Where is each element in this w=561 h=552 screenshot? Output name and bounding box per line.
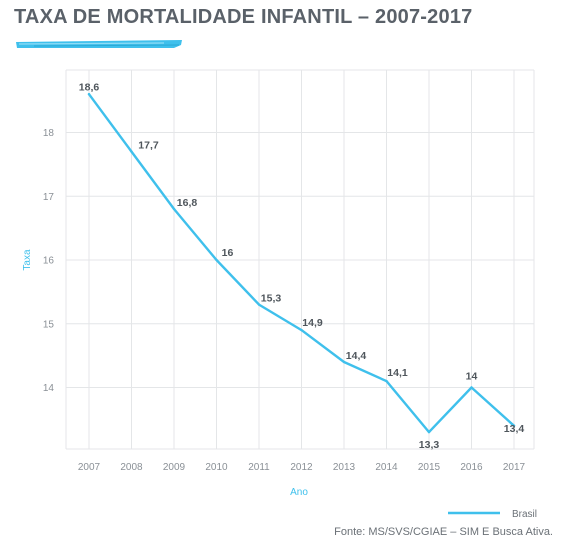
- data-label: 14,1: [387, 367, 408, 379]
- data-label: 17,7: [138, 140, 159, 152]
- y-tick-label: 15: [43, 319, 55, 330]
- chart-title: TAXA DE MORTALIDADE INFANTIL – 2007-2017: [14, 6, 473, 28]
- data-label: 13,3: [419, 439, 440, 451]
- y-tick-label: 17: [43, 192, 55, 203]
- y-axis-title: Taxa: [22, 249, 33, 271]
- accent-brush-stroke: [16, 40, 182, 48]
- data-label: 13,4: [504, 423, 525, 435]
- data-point: [87, 93, 91, 96]
- data-label: 16,8: [177, 197, 198, 209]
- x-tick-label: 2014: [375, 462, 398, 473]
- data-point: [257, 303, 261, 306]
- data-point: [427, 430, 431, 434]
- data-label: 14,4: [346, 350, 367, 362]
- legend-label-brasil: Brasil: [512, 509, 537, 520]
- x-tick-label: 2008: [120, 462, 143, 473]
- data-point: [172, 207, 176, 211]
- x-tick-label: 2017: [503, 462, 526, 473]
- x-tick-label: 2007: [78, 462, 101, 473]
- data-point: [342, 360, 346, 364]
- x-tick-label: 2009: [163, 462, 186, 473]
- source-note: Fonte: MS/SVS/CGIAE – SIM E Busca Ativa.: [334, 526, 553, 538]
- data-point: [130, 150, 133, 153]
- data-label: 14: [466, 371, 478, 383]
- data-label: 15,3: [261, 293, 282, 305]
- data-label: 16: [222, 247, 234, 259]
- data-label: 14,9: [302, 317, 323, 329]
- x-tick-label: 2012: [290, 462, 313, 473]
- x-axis-title: Ano: [290, 487, 308, 498]
- data-point: [300, 328, 303, 332]
- data-point: [512, 424, 516, 427]
- x-tick-label: 2010: [205, 462, 228, 473]
- y-tick-label: 18: [43, 128, 55, 139]
- x-tick-label: 2016: [460, 462, 483, 473]
- y-tick-label: 16: [43, 256, 55, 267]
- x-tick-label: 2015: [418, 462, 441, 473]
- x-tick-label: 2013: [333, 462, 356, 473]
- y-tick-label: 14: [43, 383, 55, 394]
- x-tick-label: 2011: [248, 462, 270, 473]
- data-label: 18,6: [79, 81, 100, 93]
- data-point: [470, 386, 473, 389]
- data-point: [215, 258, 218, 262]
- data-point: [385, 379, 388, 383]
